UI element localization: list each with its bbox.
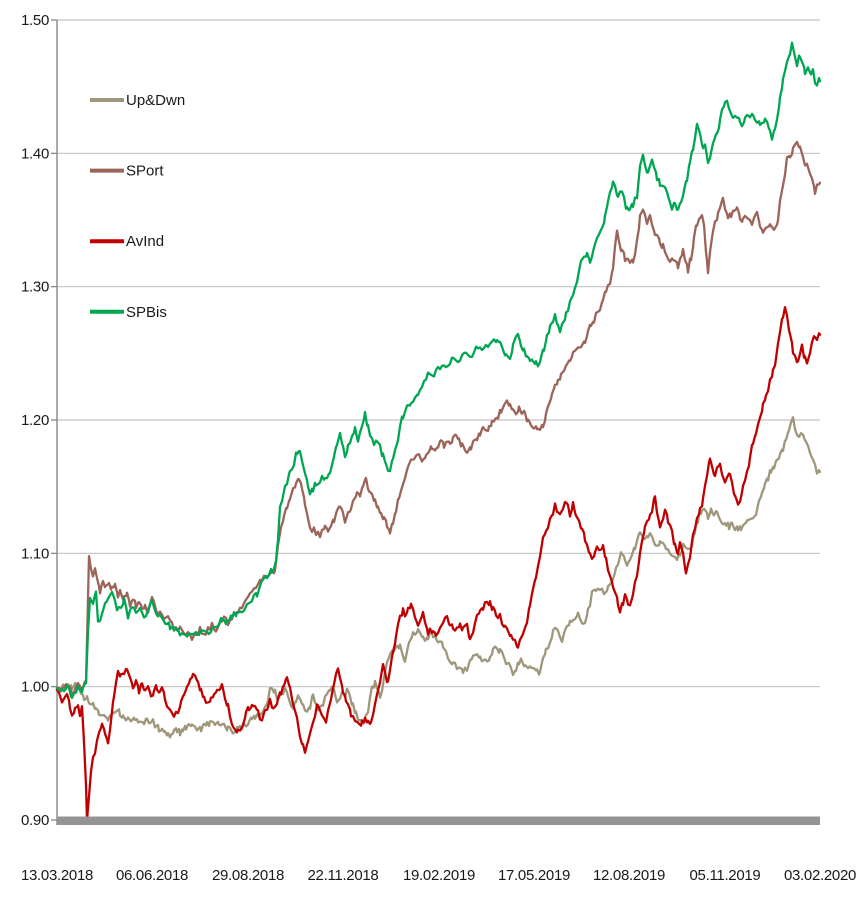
legend-label-avind: AvInd [126,233,164,250]
x-tick-label: 06.06.2018 [116,867,188,884]
y-tick-label: 1.20 [21,412,49,429]
legend-label-spbis: SPBis [126,304,167,321]
x-tick-label: 19.02.2019 [403,867,475,884]
y-tick-label: 1.00 [21,679,49,696]
series-line-sport [55,140,822,696]
x-tick-label: 03.02.2020 [784,867,856,884]
series-line-spbis [55,41,822,700]
series-line-updwn [55,416,822,739]
legend-label-updwn: Up&Dwn [126,92,185,109]
x-axis-baseline [57,816,820,825]
x-tick-label: 13.03.2018 [21,867,93,884]
series-line-avind [55,306,822,822]
y-tick-label: 1.50 [21,12,49,29]
y-tick-label: 1.10 [21,545,49,562]
x-tick-label: 17.05.2019 [498,867,570,884]
legend-label-sport: SPort [126,163,164,180]
y-tick-label: 1.40 [21,145,49,162]
y-tick-label: 1.30 [21,279,49,296]
y-tick-label: 0.90 [21,812,49,829]
x-tick-label: 29.08.2018 [212,867,284,884]
x-tick-label: 05.11.2019 [690,867,761,884]
x-tick-label: 22.11.2018 [308,867,379,884]
x-tick-label: 12.08.2019 [593,867,665,884]
